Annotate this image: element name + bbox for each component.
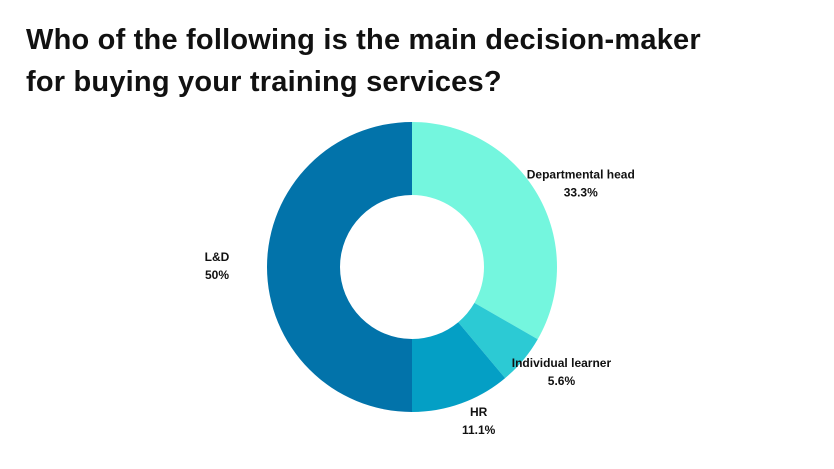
- chart-title: for buying your training services?: [26, 66, 502, 98]
- donut-slice: [412, 122, 558, 340]
- slice-label: L&D: [205, 250, 230, 264]
- donut-slice: [267, 122, 412, 412]
- slice-label: HR: [470, 405, 488, 419]
- slice-label: Individual learner: [512, 356, 612, 370]
- slice-value: 5.6%: [548, 374, 576, 388]
- donut-slice: [458, 302, 538, 379]
- slice-label: Departmental head: [527, 168, 635, 182]
- chart-title: Who of the following is the main decisio…: [26, 24, 701, 56]
- slice-value: 50%: [205, 268, 229, 282]
- slice-value: 11.1%: [462, 423, 496, 437]
- slice-value: 33.3%: [564, 186, 598, 200]
- donut-slice: [412, 322, 506, 412]
